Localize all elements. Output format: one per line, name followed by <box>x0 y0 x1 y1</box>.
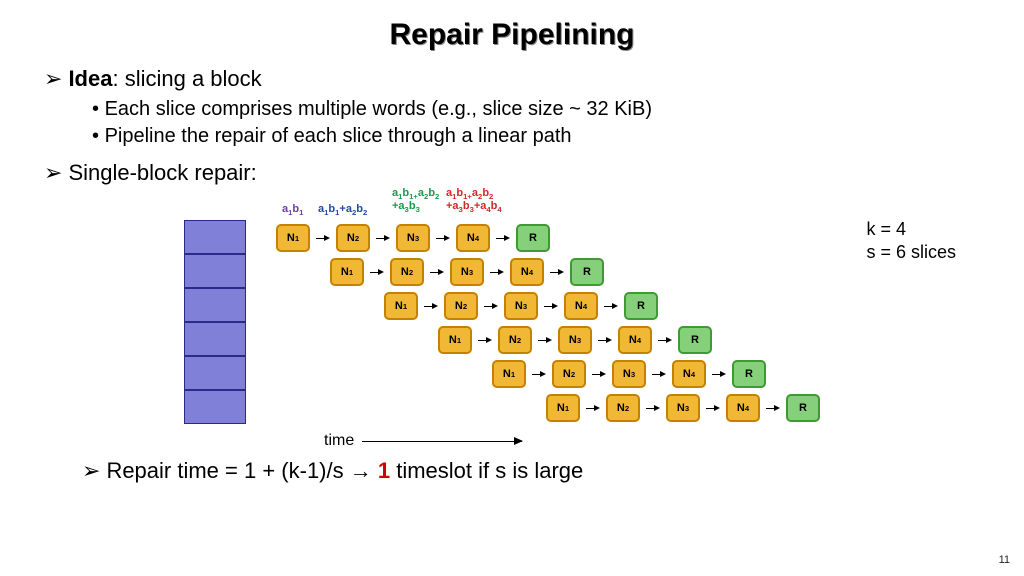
node-n: N4 <box>618 326 652 354</box>
arrow-right-icon <box>544 306 558 307</box>
node-r: R <box>678 326 712 354</box>
arrow-right-icon <box>316 238 330 239</box>
arrow-right-icon <box>658 340 672 341</box>
bullet-single: ➢Single-block repair: <box>44 160 986 186</box>
params-text: k = 4 s = 6 slices <box>866 218 956 265</box>
node-n: N2 <box>498 326 532 354</box>
node-n: N3 <box>504 292 538 320</box>
arrow-right-icon <box>646 408 660 409</box>
arrow-right-icon <box>652 374 666 375</box>
arrow-right-icon <box>478 340 492 341</box>
arrow-right-icon <box>430 272 444 273</box>
node-n: N2 <box>336 224 370 252</box>
bullet-arrow-icon: ➢ <box>82 458 100 483</box>
pipeline-row: N1 N2 N3 N4 R <box>330 258 604 286</box>
node-n: N1 <box>384 292 418 320</box>
arrow-right-icon <box>550 272 564 273</box>
footer-red: 1 <box>372 458 396 483</box>
node-n: N1 <box>546 394 580 422</box>
block-stack <box>184 220 246 424</box>
node-n: N4 <box>672 360 706 388</box>
bullet-sub-2: Pipeline the repair of each slice throug… <box>92 125 986 148</box>
arrow-right-icon <box>706 408 720 409</box>
bullet-idea: ➢Idea: slicing a block <box>44 66 986 92</box>
formula-label: a1b1 <box>282 204 303 217</box>
arrow-right-icon <box>604 306 618 307</box>
arrow-right-icon <box>376 238 390 239</box>
arrow-right-icon <box>436 238 450 239</box>
page-number: 11 <box>999 554 1010 566</box>
node-r: R <box>786 394 820 422</box>
arrow-right-icon <box>490 272 504 273</box>
arrow-right-icon <box>538 340 552 341</box>
arrow-right-icon <box>598 340 612 341</box>
block-slice <box>184 322 246 356</box>
node-n: N4 <box>564 292 598 320</box>
node-n: N3 <box>396 224 430 252</box>
arrow-right-icon <box>766 408 780 409</box>
pipeline-row: N1 N2 N3 N4 R <box>492 360 766 388</box>
formula-label: a1b1+a2b2+a3b3 <box>392 188 439 214</box>
block-slice <box>184 356 246 390</box>
node-n: N3 <box>450 258 484 286</box>
node-n: N1 <box>330 258 364 286</box>
pipeline-row: N1 N2 N3 N4 R <box>276 224 550 252</box>
node-r: R <box>516 224 550 252</box>
block-slice <box>184 288 246 322</box>
pipeline-row: N1 N2 N3 N4 R <box>438 326 712 354</box>
arrow-right-icon <box>586 408 600 409</box>
time-axis: time <box>324 432 522 450</box>
bullet-arrow-icon: ➢ <box>44 160 62 185</box>
node-n: N2 <box>390 258 424 286</box>
block-slice <box>184 254 246 288</box>
formula-label: a1b1+a2b2 <box>318 204 367 217</box>
node-r: R <box>624 292 658 320</box>
block-slice <box>184 390 246 424</box>
node-n: N4 <box>510 258 544 286</box>
arrow-right-icon <box>592 374 606 375</box>
bullet-sub-1: Each slice comprises multiple words (e.g… <box>92 98 986 121</box>
slide-title: Repair Pipelining <box>38 18 986 52</box>
arrow-right-icon <box>370 272 384 273</box>
node-n: N4 <box>456 224 490 252</box>
pipeline-row: N1 N2 N3 N4 R <box>384 292 658 320</box>
node-n: N2 <box>552 360 586 388</box>
arrow-right-icon <box>424 306 438 307</box>
footer-formula: ➢Repair time = 1 + (k-1)/s → 1 timeslot … <box>82 458 986 484</box>
arrow-right-icon <box>496 238 510 239</box>
arrow-right-icon <box>712 374 726 375</box>
node-n: N4 <box>726 394 760 422</box>
node-n: N1 <box>276 224 310 252</box>
node-n: N1 <box>492 360 526 388</box>
node-n: N3 <box>666 394 700 422</box>
arrow-right-icon <box>484 306 498 307</box>
node-n: N2 <box>444 292 478 320</box>
node-n: N3 <box>558 326 592 354</box>
pipeline-row: N1 N2 N3 N4 R <box>546 394 820 422</box>
node-n: N3 <box>612 360 646 388</box>
bullet-arrow-icon: ➢ <box>44 66 62 91</box>
formula-label: a1b1+a2b2+a3b3+a4b4 <box>446 188 502 214</box>
time-arrow-icon <box>362 441 522 442</box>
node-n: N2 <box>606 394 640 422</box>
node-r: R <box>570 258 604 286</box>
diagram: a1b1a1b1+a2b2a1b1+a2b2+a3b3a1b1+a2b2+a3b… <box>38 192 986 452</box>
node-n: N1 <box>438 326 472 354</box>
node-r: R <box>732 360 766 388</box>
block-slice <box>184 220 246 254</box>
arrow-right-icon <box>532 374 546 375</box>
